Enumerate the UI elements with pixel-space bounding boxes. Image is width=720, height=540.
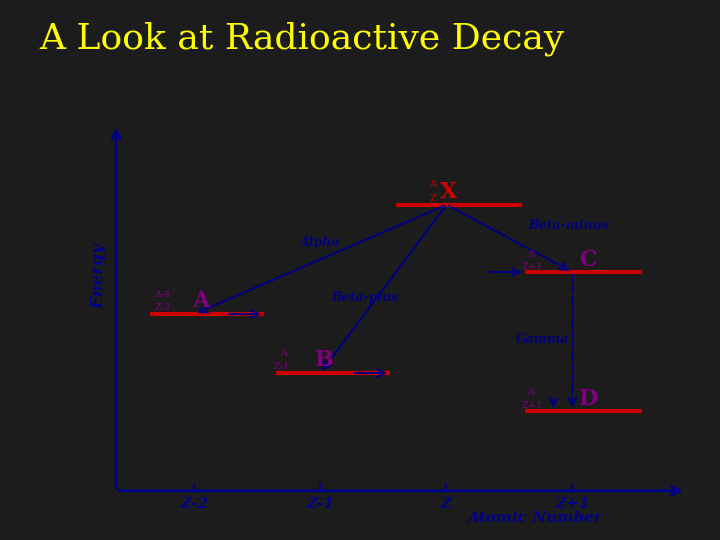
- Text: A Look at Radioactive Decay: A Look at Radioactive Decay: [40, 22, 565, 56]
- Text: A: A: [527, 388, 534, 397]
- Text: Z+1: Z+1: [555, 497, 590, 511]
- Text: Gamma: Gamma: [516, 333, 569, 346]
- Text: Z-2: Z-2: [154, 303, 171, 312]
- Text: C: C: [579, 249, 596, 271]
- Text: Z-1: Z-1: [274, 362, 290, 371]
- Text: X: X: [440, 181, 457, 202]
- Text: A: A: [527, 249, 534, 259]
- Text: A-4: A-4: [154, 291, 171, 299]
- Text: Atomic Number: Atomic Number: [467, 511, 602, 525]
- Text: Z: Z: [429, 194, 436, 202]
- Text: Alpha: Alpha: [300, 236, 341, 249]
- Text: Z-2: Z-2: [180, 497, 209, 511]
- Text: Energy: Energy: [90, 244, 107, 309]
- Text: Z+1: Z+1: [522, 401, 544, 410]
- Text: A: A: [192, 290, 210, 312]
- Text: Beta-plus: Beta-plus: [330, 291, 398, 303]
- Text: Beta-minus: Beta-minus: [528, 219, 609, 232]
- Text: Z-1: Z-1: [306, 497, 335, 511]
- Text: Z: Z: [441, 497, 452, 511]
- Text: B: B: [315, 349, 334, 371]
- Text: Z+1: Z+1: [522, 262, 544, 271]
- Text: A: A: [280, 349, 287, 358]
- Text: A: A: [429, 180, 436, 189]
- Text: D: D: [579, 388, 598, 410]
